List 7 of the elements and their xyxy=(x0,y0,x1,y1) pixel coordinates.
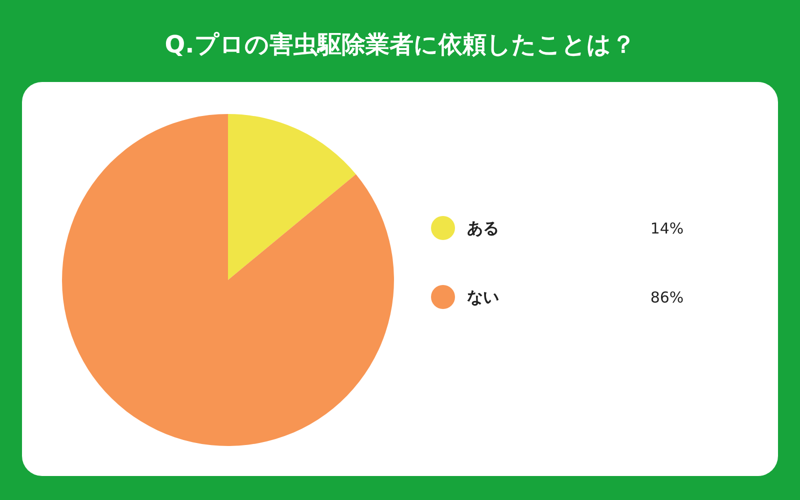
pie-slice xyxy=(228,114,356,280)
legend-label: ある xyxy=(467,218,499,238)
data-label: 86% xyxy=(650,288,684,306)
legend-label: ない xyxy=(467,288,499,307)
chart-title: Q.プロの害虫駆除業者に依頼したことは？ xyxy=(164,30,636,58)
data-label: 14% xyxy=(650,219,684,238)
pie-slice xyxy=(62,114,394,446)
